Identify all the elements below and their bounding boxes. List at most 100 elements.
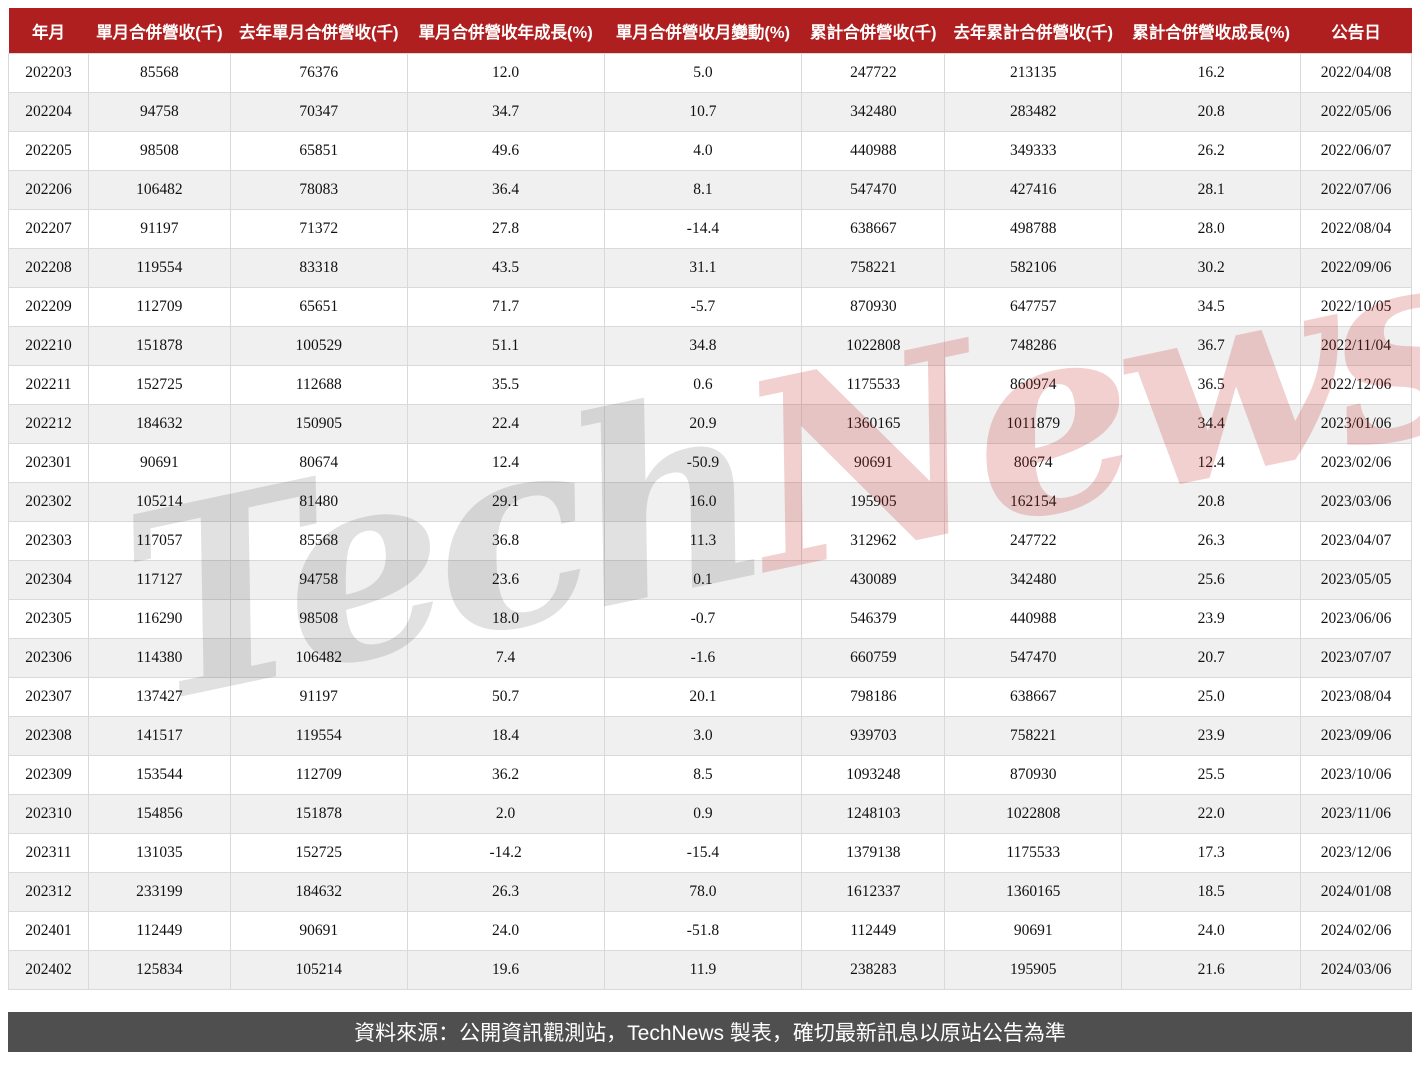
cell: 5.0 (603, 53, 803, 93)
cell: 94758 (87, 92, 231, 132)
cell: 28.1 (1121, 170, 1302, 210)
cell: 202401 (8, 911, 89, 951)
cell: 152725 (229, 833, 408, 873)
cell: 202302 (8, 482, 89, 522)
cell: 23.9 (1121, 599, 1302, 639)
cell: 2024/03/06 (1300, 950, 1412, 990)
cell: 91197 (229, 677, 408, 717)
cell: 31.1 (603, 248, 803, 288)
table-row: 202303 117057 85568 36.8 11.3 312962 247722 26.… (8, 521, 1412, 561)
cell: 150905 (229, 404, 408, 444)
table-row: 202211 152725 112688 35.5 0.6 1175533 860974 36… (8, 365, 1412, 405)
cell: 81480 (229, 482, 408, 522)
table-row: 202310 154856 151878 2.0 0.9 1248103 1022808 22… (8, 794, 1412, 834)
cell: 1011879 (944, 404, 1123, 444)
cell: 202204 (8, 92, 89, 132)
cell: 90691 (229, 911, 408, 951)
cell: 1022808 (801, 326, 946, 366)
cell: 25.0 (1121, 677, 1302, 717)
cell: 202206 (8, 170, 89, 210)
cell: 51.1 (406, 326, 605, 366)
cell: 80674 (944, 443, 1123, 483)
cell: 202203 (8, 53, 89, 93)
cell: 34.5 (1121, 287, 1302, 327)
cell: 2022/05/06 (1300, 92, 1412, 132)
cell: 85568 (229, 521, 408, 561)
cell: 106482 (229, 638, 408, 678)
cell: 50.7 (406, 677, 605, 717)
cell: 202207 (8, 209, 89, 249)
cell: 184632 (229, 872, 408, 912)
cell: 12.0 (406, 53, 605, 93)
cell: 25.5 (1121, 755, 1302, 795)
cell: 30.2 (1121, 248, 1302, 288)
monthly-revenue-table: 年月 單月合併營收(千) 去年單月合併營收(千) 單月合併營收年成長(%) 單月合併營收… (8, 8, 1412, 990)
cell: 647757 (944, 287, 1123, 327)
cell: 22.0 (1121, 794, 1302, 834)
table-row: 202307 137427 91197 50.7 20.1 798186 638667 25.… (8, 677, 1412, 717)
cell: 20.8 (1121, 92, 1302, 132)
cell: 106482 (87, 170, 231, 210)
cell: 1248103 (801, 794, 946, 834)
cell: 105214 (87, 482, 231, 522)
table-row: 202205 98508 65851 49.6 4.0 440988 349333 26.2 2… (8, 131, 1412, 171)
cell: 21.6 (1121, 950, 1302, 990)
cell: 152725 (87, 365, 231, 405)
cell: -14.2 (406, 833, 605, 873)
cell: 65651 (229, 287, 408, 327)
cell: 2022/06/07 (1300, 131, 1412, 171)
cell: 114380 (87, 638, 231, 678)
cell: 7.4 (406, 638, 605, 678)
cell: 2022/12/06 (1300, 365, 1412, 405)
cell: 151878 (87, 326, 231, 366)
table-row: 202304 117127 94758 23.6 0.1 430089 342480 25.6… (8, 560, 1412, 600)
cell: 202304 (8, 560, 89, 600)
cell: 195905 (801, 482, 946, 522)
cell: -50.9 (603, 443, 803, 483)
table-row: 202212 184632 150905 22.4 20.9 1360165 1011879… (8, 404, 1412, 444)
column-header: 累計合併營收(千) (801, 8, 945, 54)
cell: 2024/01/08 (1300, 872, 1412, 912)
table-row: 202207 91197 71372 27.8 -14.4 638667 498788 28.… (8, 209, 1412, 249)
source-footer-text: 資料來源：公開資訊觀測站，TechNews 製表，確切最新訊息以原站公告為準 (354, 1022, 1066, 1045)
cell: 1360165 (801, 404, 946, 444)
cell: 2023/02/06 (1300, 443, 1412, 483)
cell: 91197 (87, 209, 231, 249)
cell: 1175533 (944, 833, 1123, 873)
cell: 547470 (801, 170, 946, 210)
table-row: 202302 105214 81480 29.1 16.0 195905 162154 20.… (8, 482, 1412, 522)
cell: 27.8 (406, 209, 605, 249)
cell: 105214 (229, 950, 408, 990)
cell: 2023/10/06 (1300, 755, 1412, 795)
cell: 34.7 (406, 92, 605, 132)
cell: 1093248 (801, 755, 946, 795)
cell: -51.8 (603, 911, 803, 951)
cell: 24.0 (1121, 911, 1302, 951)
cell: 119554 (229, 716, 408, 756)
cell: 26.3 (406, 872, 605, 912)
cell: 2022/04/08 (1300, 53, 1412, 93)
cell: 94758 (229, 560, 408, 600)
cell: 12.4 (1121, 443, 1302, 483)
cell: 28.0 (1121, 209, 1302, 249)
cell: 20.9 (603, 404, 803, 444)
table-row: 202401 112449 90691 24.0 -51.8 112449 90691 24.… (8, 911, 1412, 951)
cell: 49.6 (406, 131, 605, 171)
table-row: 202208 119554 83318 43.5 31.1 758221 582106 30.… (8, 248, 1412, 288)
cell: 430089 (801, 560, 946, 600)
table-row: 202312 233199 184632 26.3 78.0 1612337 1360165… (8, 872, 1412, 912)
cell: 2022/09/06 (1300, 248, 1412, 288)
cell: 16.0 (603, 482, 803, 522)
cell: 24.0 (406, 911, 605, 951)
cell: 131035 (87, 833, 231, 873)
cell: 34.4 (1121, 404, 1302, 444)
cell: 202309 (8, 755, 89, 795)
cell: 125834 (87, 950, 231, 990)
cell: 202311 (8, 833, 89, 873)
column-header: 去年累計合併營收(千) (944, 8, 1122, 54)
cell: 546379 (801, 599, 946, 639)
cell: 202211 (8, 365, 89, 405)
cell: -15.4 (603, 833, 803, 873)
cell: 16.2 (1121, 53, 1302, 93)
